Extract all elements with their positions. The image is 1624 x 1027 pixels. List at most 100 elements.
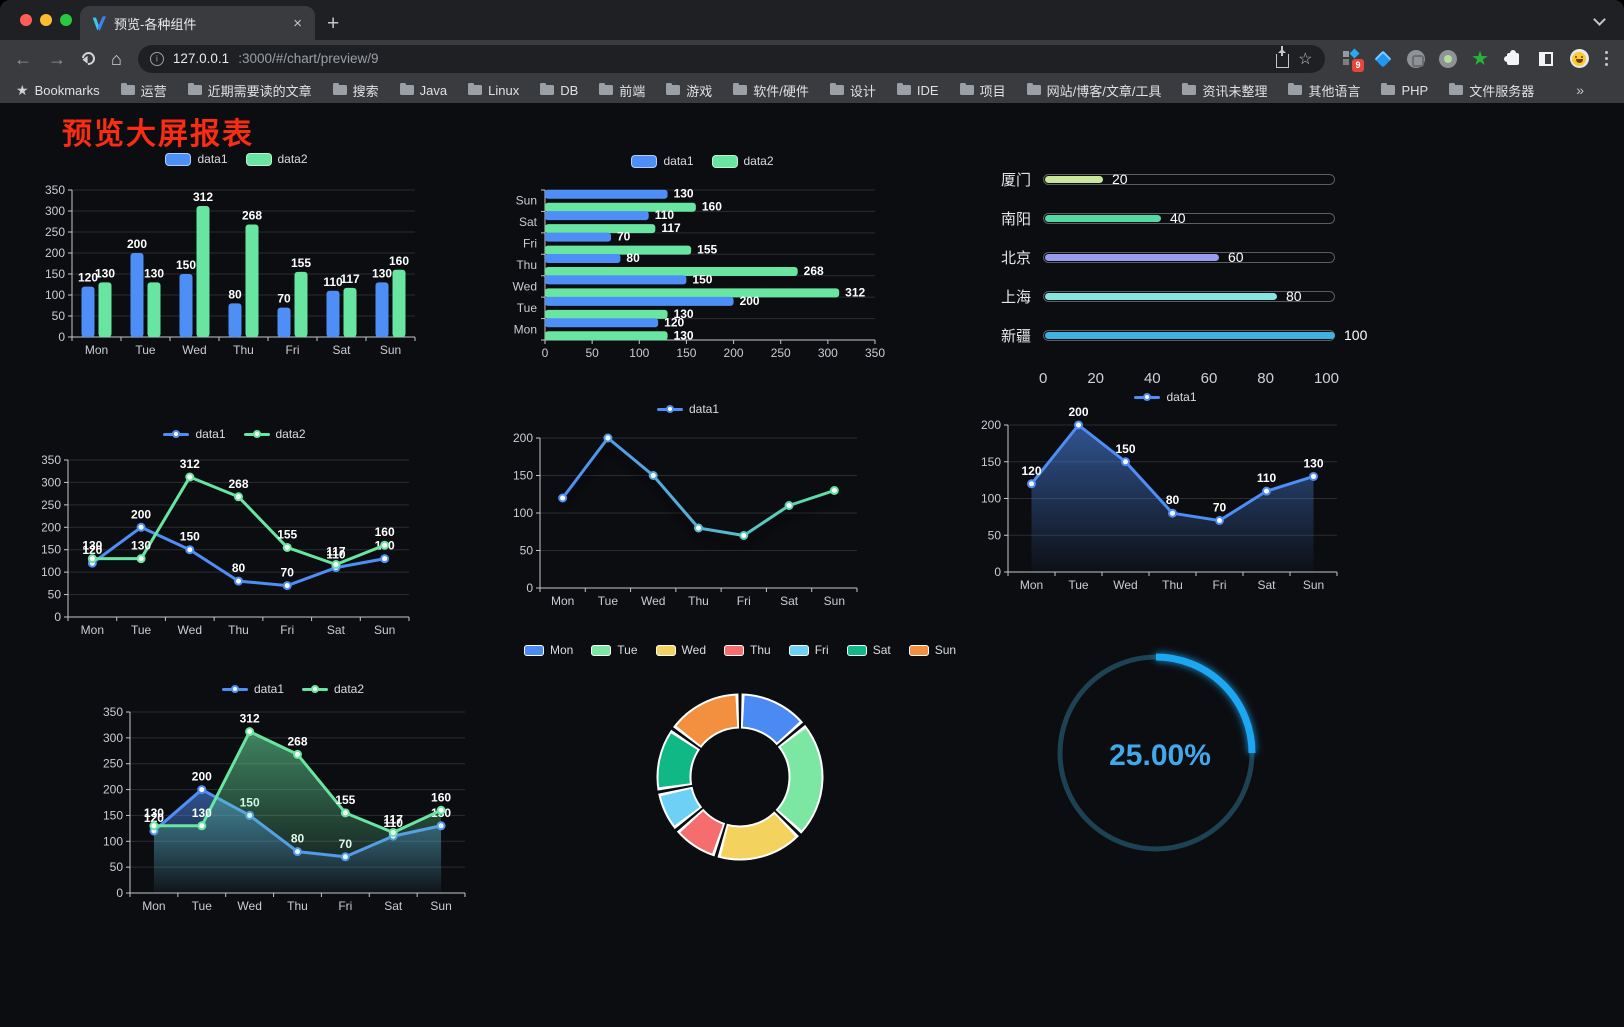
bookmark-folder[interactable]: 其他语言 — [1288, 81, 1360, 100]
bar-data2 — [196, 205, 210, 337]
marker-data1 — [1027, 479, 1036, 489]
bookmark-star-icon[interactable]: ☆ — [1298, 50, 1313, 68]
extension-icon[interactable] — [1438, 49, 1457, 68]
home-icon[interactable]: ⌂ — [111, 48, 122, 69]
extensions-area: 9 — [1341, 48, 1611, 72]
legend-item[interactable]: data1 — [1134, 390, 1197, 404]
legend-item[interactable]: data2 — [711, 154, 774, 168]
chart-legend: data1 — [498, 402, 878, 416]
svg-text:200: 200 — [740, 294, 760, 308]
close-window-button[interactable] — [20, 14, 32, 26]
svg-text:Wed: Wed — [237, 899, 261, 913]
bookmark-folder[interactable]: PHP — [1381, 82, 1428, 98]
share-icon[interactable] — [1276, 46, 1290, 68]
bookmark-folder[interactable]: 软件/硬件 — [733, 81, 809, 100]
bar-data2 — [294, 271, 308, 337]
maximize-window-button[interactable] — [60, 14, 72, 26]
legend-item[interactable]: Fri — [788, 643, 829, 657]
svg-text:50: 50 — [585, 346, 599, 360]
legend-item[interactable]: Sun — [908, 643, 956, 657]
bookmark-folder[interactable]: IDE — [896, 82, 939, 98]
svg-text:0: 0 — [526, 581, 533, 595]
progress-label: 南阳 — [1000, 210, 1031, 228]
bookmark-folder[interactable]: 资讯未整理 — [1182, 81, 1267, 100]
extension-icon[interactable]: 9 — [1341, 48, 1364, 72]
folder-icon — [733, 82, 748, 95]
svg-text:70: 70 — [277, 292, 291, 306]
bookmark-folder[interactable]: 文件服务器 — [1449, 81, 1534, 100]
bookmark-folder[interactable]: Java — [399, 82, 447, 98]
legend-item[interactable]: Wed — [655, 643, 706, 657]
grouped-line-chart: 0 50 100 150 200 250 300 350 Mon Tue Wed Thu Fri Sat S… — [42, 425, 427, 645]
legend-item[interactable]: Sat — [846, 643, 891, 657]
svg-text:Fri: Fri — [523, 237, 537, 251]
legend-item[interactable]: data1 — [163, 427, 226, 441]
extensions-puzzle-icon[interactable] — [1504, 49, 1523, 68]
bookmark-folder[interactable]: 网站/博客/文章/工具 — [1026, 81, 1161, 100]
svg-text:Sun: Sun — [430, 899, 451, 913]
svg-text:Thu: Thu — [228, 623, 249, 637]
site-info-icon[interactable] — [149, 51, 164, 66]
legend-item[interactable]: Tue — [591, 643, 638, 657]
reload-icon[interactable] — [79, 49, 98, 68]
tab-close-icon[interactable]: × — [293, 14, 302, 32]
bookmark-folder[interactable]: DB — [540, 82, 579, 98]
bar-data2 — [545, 288, 840, 298]
bookmark-folder[interactable]: 游戏 — [666, 81, 712, 100]
legend-swatch — [302, 685, 328, 693]
bar-data1 — [545, 254, 621, 263]
legend-item[interactable]: Mon — [523, 643, 573, 657]
folder-icon — [399, 82, 414, 95]
legend-item[interactable]: data2 — [243, 427, 306, 441]
svg-text:50: 50 — [520, 544, 534, 558]
forward-button[interactable]: → — [48, 48, 66, 69]
browser-tab[interactable]: 预览-各种组件 × — [80, 6, 315, 40]
legend-item[interactable]: data1 — [165, 152, 228, 166]
bar-data1 — [545, 189, 668, 199]
bookmark-folder[interactable]: 前端 — [599, 81, 645, 100]
minimize-window-button[interactable] — [40, 14, 52, 26]
pie-segment-Thu — [680, 810, 724, 854]
emoji-extension-icon[interactable] — [1569, 49, 1589, 68]
tab-search-chevron-icon[interactable] — [1593, 13, 1606, 26]
svg-text:0: 0 — [116, 886, 123, 900]
progress-row: 厦门 20 — [985, 166, 1395, 192]
address-bar[interactable]: 127.0.0.1 :3000/#/chart/preview/9 ☆ — [137, 44, 1325, 73]
legend-item[interactable]: data1 — [221, 682, 284, 696]
legend-item[interactable]: data2 — [245, 152, 308, 166]
legend-item[interactable]: Thu — [724, 643, 771, 657]
marker-data1 — [1074, 420, 1083, 430]
bookmark-folder[interactable]: 搜索 — [332, 81, 379, 100]
star-extension-icon[interactable] — [1471, 49, 1490, 68]
bookmark-folder[interactable]: 设计 — [829, 81, 876, 100]
bookmarks-root[interactable]: ★ Bookmarks — [16, 82, 100, 99]
extension-icon[interactable] — [1406, 49, 1425, 68]
reader-mode-icon[interactable] — [1537, 49, 1556, 68]
legend-item[interactable]: data1 — [656, 402, 719, 416]
svg-text:160: 160 — [431, 790, 451, 804]
svg-text:250: 250 — [45, 225, 65, 239]
marker-data2 — [340, 808, 350, 818]
back-button[interactable]: ← — [14, 48, 32, 69]
gem-extension-icon[interactable] — [1374, 49, 1393, 68]
bookmark-folder[interactable]: 运营 — [120, 81, 167, 100]
bookmark-label: DB — [560, 82, 579, 98]
legend-item[interactable]: data1 — [631, 154, 694, 168]
browser-menu-icon[interactable] — [1603, 50, 1611, 67]
svg-text:Thu: Thu — [1162, 578, 1183, 592]
bookmarks-bar: ★ Bookmarks 运营 近期需要读的文章 搜索 Java Linux DB 前端 游戏 软… — [0, 77, 1624, 103]
legend-item[interactable]: data2 — [302, 682, 364, 696]
new-tab-button[interactable]: + — [327, 12, 340, 35]
bookmark-folder[interactable]: 项目 — [959, 81, 1006, 100]
svg-text:200: 200 — [45, 246, 65, 260]
bookmark-folder[interactable]: 近期需要读的文章 — [187, 81, 312, 100]
svg-text:200: 200 — [103, 783, 123, 797]
svg-text:200: 200 — [513, 431, 533, 445]
svg-text:117: 117 — [326, 545, 346, 559]
progress-value: 60 — [1228, 249, 1244, 265]
gauge-progress-arc — [1155, 653, 1256, 754]
bookmark-folder[interactable]: Linux — [468, 82, 519, 98]
bookmarks-overflow-chevron[interactable]: » — [1576, 82, 1585, 98]
chart-legend: data1 — [978, 390, 1353, 404]
bar-data2 — [392, 269, 406, 337]
